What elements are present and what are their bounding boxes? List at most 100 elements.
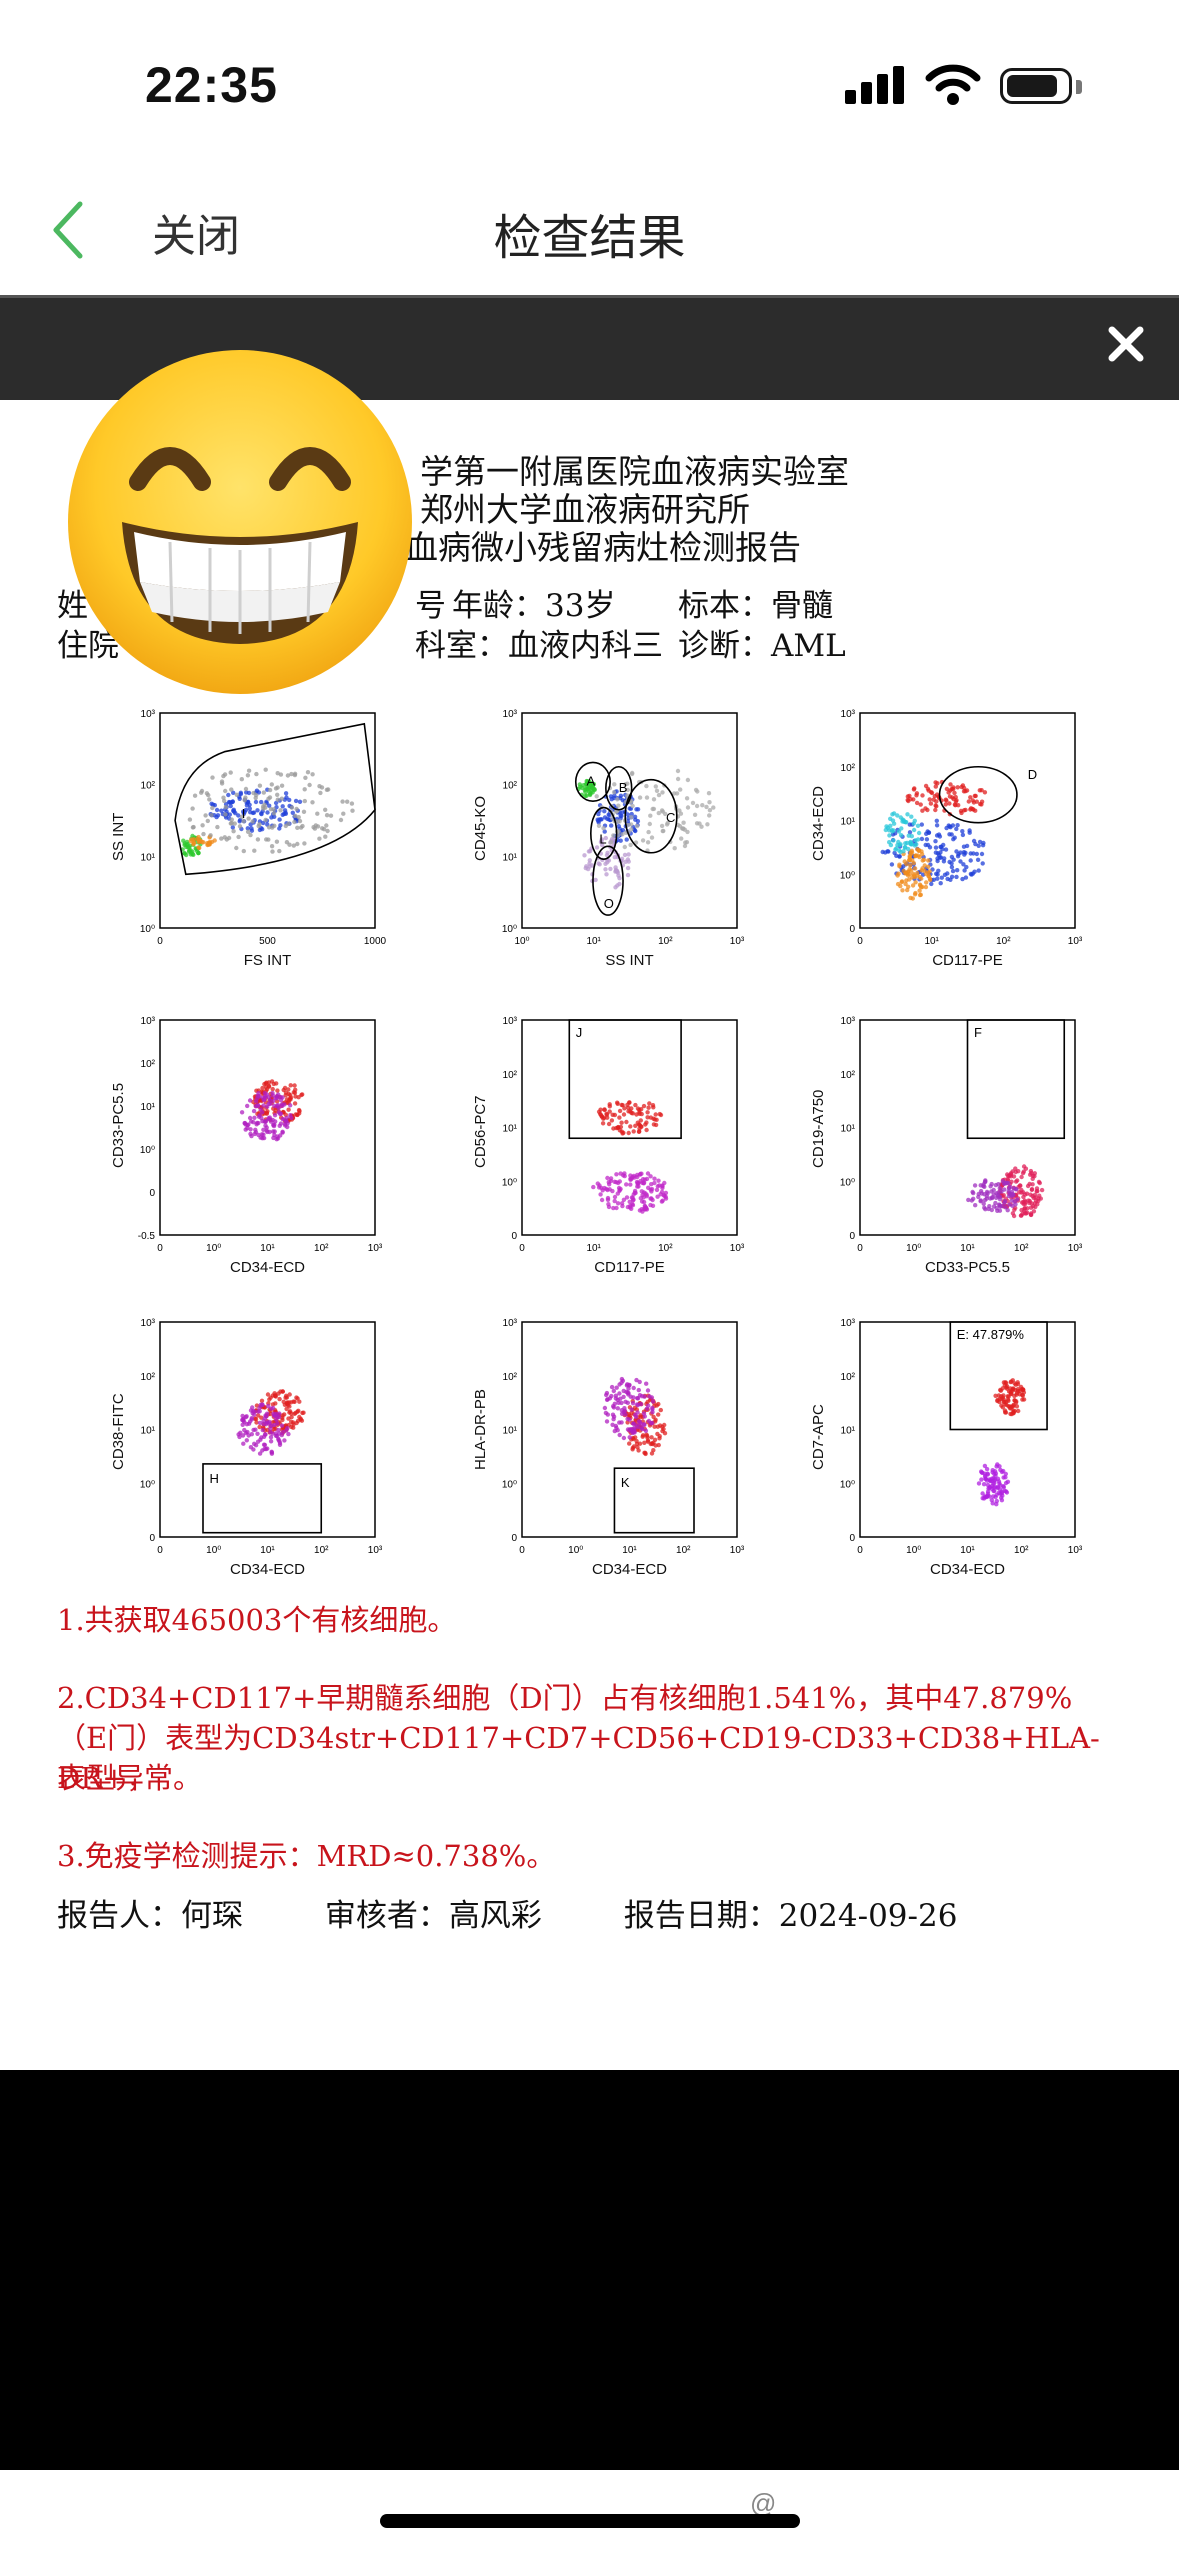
x-tick-label: 10¹ [622, 1545, 637, 1556]
flow-plot-1: I 0 500 1000 10⁰ 10¹ 10² 10³ FS INT SS INT [110, 709, 387, 969]
event-dot [640, 838, 646, 843]
flow-plot-9: E: 47.879% 0 10⁰ 10¹ 10² 10³ 0 10⁰ 10¹ 10² 10³ CD34… [810, 1318, 1083, 1578]
event-dot [1005, 1397, 1011, 1402]
event-dot [634, 1377, 639, 1383]
event-dot [1001, 1193, 1006, 1198]
x-tick-label: 10³ [730, 936, 745, 947]
event-dot [903, 844, 908, 850]
event-dot [243, 1430, 249, 1436]
event-dot [973, 793, 978, 799]
event-dot [276, 1092, 281, 1097]
event-dot [970, 871, 976, 876]
event-dot [587, 785, 592, 790]
event-dot [656, 1401, 661, 1407]
flow-plot-7: H 0 10⁰ 10¹ 10² 10³ 0 10⁰ 10¹ 10² 10³ CD34-ECD CD38-… [110, 1318, 383, 1578]
event-dot [250, 1405, 255, 1410]
event-dot [928, 801, 934, 806]
event-dot [979, 1469, 984, 1474]
event-dot [989, 1483, 995, 1489]
event-dot [654, 1187, 660, 1193]
event-dot [635, 1402, 640, 1407]
event-dot [196, 845, 201, 850]
event-dot [645, 1115, 650, 1120]
y-axis-label: HLA-DR-PB [472, 1388, 489, 1470]
event-dot [251, 1447, 256, 1452]
event-dot [631, 1385, 636, 1391]
x-tick-label: 0 [519, 1545, 525, 1556]
event-dot [1007, 1406, 1013, 1411]
home-indicator[interactable] [380, 2514, 800, 2528]
event-dot [608, 840, 614, 845]
event-dot [916, 830, 922, 836]
event-dot [260, 1427, 265, 1433]
gate-label: L [599, 832, 606, 847]
event-dot [1001, 1484, 1006, 1489]
event-dot [653, 1417, 658, 1422]
event-dot [1028, 1192, 1033, 1197]
x-tick-label: 0 [157, 1243, 163, 1254]
event-dot [608, 1176, 614, 1181]
event-dot [612, 793, 617, 798]
event-dot [264, 1080, 269, 1085]
event-dot [317, 784, 322, 789]
event-dot [935, 876, 940, 881]
event-dot [893, 847, 898, 852]
event-dot [289, 1424, 294, 1430]
event-dot [599, 837, 604, 842]
x-tick-label: 10³ [730, 1545, 745, 1556]
event-dot [968, 795, 973, 800]
event-dot [238, 790, 243, 795]
event-dot [237, 796, 242, 801]
close-button[interactable]: 关闭 [152, 211, 240, 262]
event-dot [913, 838, 918, 843]
event-dot [700, 803, 705, 808]
x-tick-label: 10⁰ [906, 1243, 921, 1254]
event-dot [980, 843, 986, 848]
event-dot [911, 860, 916, 866]
chevron-left-icon[interactable] [48, 198, 88, 262]
event-dot [271, 1135, 276, 1141]
event-dot [692, 812, 698, 817]
event-dot [606, 1121, 612, 1127]
info-id-label: 号 [415, 588, 446, 624]
battery-cap [1076, 80, 1082, 94]
event-dot [242, 809, 247, 815]
event-dot [979, 851, 985, 857]
event-dot [642, 1440, 647, 1445]
event-dot [628, 1176, 633, 1181]
event-dot [979, 788, 984, 793]
event-dot [190, 833, 195, 839]
event-dot [973, 1203, 978, 1208]
event-dot [645, 1439, 651, 1444]
y-tick-label: 10¹ [841, 1426, 856, 1437]
event-dot [917, 854, 922, 860]
event-dot [1036, 1179, 1042, 1185]
close-x-icon[interactable] [1102, 320, 1150, 368]
event-dot [973, 841, 978, 847]
event-dot [228, 770, 233, 775]
event-dot [993, 1182, 999, 1188]
event-dot [619, 813, 624, 819]
event-dot [627, 1441, 632, 1446]
y-tick-label: 10¹ [141, 1102, 156, 1113]
finding-3: 3.免疫学检测提示：MRD≈0.738%。 [57, 1839, 556, 1873]
status-time: 22:35 [145, 57, 278, 113]
event-dot [608, 794, 614, 799]
event-dot [984, 1466, 990, 1472]
event-dot [950, 868, 956, 874]
y-tick-label: 0 [849, 924, 855, 935]
y-tick-label: 0 [511, 1231, 517, 1242]
flow-plot-canvas: I 0 500 1000 10⁰ 10¹ 10² 10³ [140, 709, 387, 947]
event-dot [229, 817, 234, 822]
event-dot [927, 845, 933, 850]
event-dot [284, 1393, 289, 1398]
event-dot [619, 1120, 624, 1125]
event-dot [1004, 1386, 1010, 1391]
event-dot [223, 788, 228, 794]
event-dot [651, 1440, 656, 1445]
event-dot [603, 867, 608, 872]
event-dot [268, 1439, 274, 1444]
event-dot [257, 1405, 262, 1411]
event-dot [693, 787, 699, 793]
event-dot [630, 1195, 635, 1201]
